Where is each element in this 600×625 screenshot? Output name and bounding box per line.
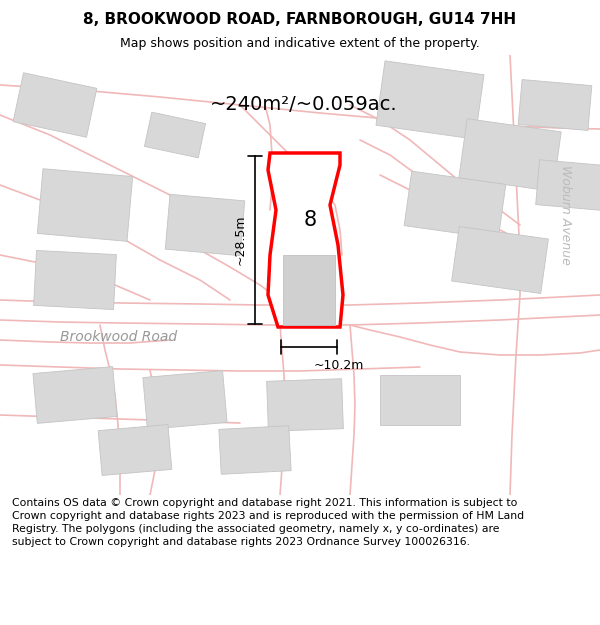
Polygon shape [376,61,484,139]
Text: 8, BROOKWOOD ROAD, FARNBOROUGH, GU14 7HH: 8, BROOKWOOD ROAD, FARNBOROUGH, GU14 7HH [83,12,517,27]
Polygon shape [536,160,600,210]
Polygon shape [268,153,343,327]
Text: Woburn Avenue: Woburn Avenue [559,165,571,265]
Polygon shape [37,169,133,241]
Text: Contains OS data © Crown copyright and database right 2021. This information is : Contains OS data © Crown copyright and d… [12,498,524,548]
Polygon shape [165,194,245,256]
Polygon shape [143,371,227,429]
Text: 8: 8 [304,210,317,230]
Polygon shape [404,171,506,239]
Polygon shape [33,367,117,423]
Polygon shape [452,226,548,294]
Text: Brookwood Road: Brookwood Road [60,330,177,344]
Text: ~240m²/~0.059ac.: ~240m²/~0.059ac. [210,96,398,114]
Polygon shape [283,255,335,325]
Polygon shape [34,251,116,309]
Polygon shape [145,112,206,158]
Polygon shape [459,119,561,191]
Polygon shape [219,426,291,474]
Text: Map shows position and indicative extent of the property.: Map shows position and indicative extent… [120,38,480,51]
Polygon shape [380,375,460,425]
Polygon shape [98,424,172,476]
Text: ~10.2m: ~10.2m [314,359,364,372]
Polygon shape [518,79,592,131]
Polygon shape [266,379,343,431]
Polygon shape [13,72,97,138]
Text: ~28.5m: ~28.5m [234,215,247,265]
